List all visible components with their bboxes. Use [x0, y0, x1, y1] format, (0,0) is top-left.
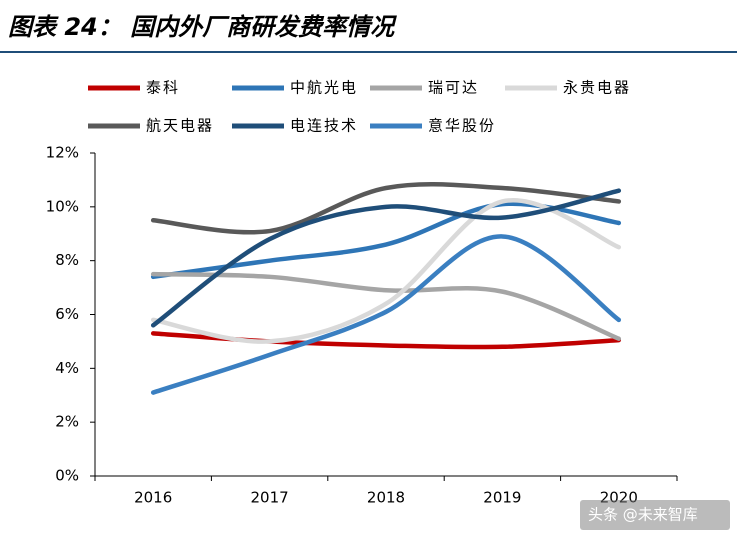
series-line — [150, 234, 622, 395]
series-line — [150, 197, 622, 344]
x-tick-label: 2017 — [251, 489, 289, 507]
y-tick-label: 8% — [55, 251, 79, 269]
watermark: 头条 @未来智库 — [588, 506, 698, 524]
watermark-bg — [580, 500, 730, 530]
legend-label: 电连技术 — [290, 117, 358, 135]
series-line — [150, 188, 622, 328]
y-tick-label: 10% — [46, 197, 79, 215]
legend-label: 瑞可达 — [428, 79, 479, 97]
x-tick-label: 2018 — [367, 489, 405, 507]
y-tick-label: 4% — [55, 359, 79, 377]
series-line — [150, 182, 622, 235]
legend-label: 永贵电器 — [563, 79, 631, 97]
y-tick-label: 0% — [55, 467, 79, 485]
x-tick-label: 2019 — [483, 489, 521, 507]
series-line — [150, 201, 622, 280]
legend-label: 泰科 — [146, 79, 180, 97]
x-tick-label: 2016 — [134, 489, 172, 507]
y-tick-label: 12% — [46, 144, 79, 162]
legend-label: 中航光电 — [290, 79, 358, 97]
legend-label: 航天电器 — [146, 117, 214, 135]
y-tick-label: 6% — [55, 305, 79, 323]
series-line — [150, 271, 622, 341]
chart-title: 图表 24： 国内外厂商研发费率情况 — [8, 13, 397, 41]
y-tick-label: 2% — [55, 413, 79, 431]
legend-label: 意华股份 — [428, 117, 496, 135]
